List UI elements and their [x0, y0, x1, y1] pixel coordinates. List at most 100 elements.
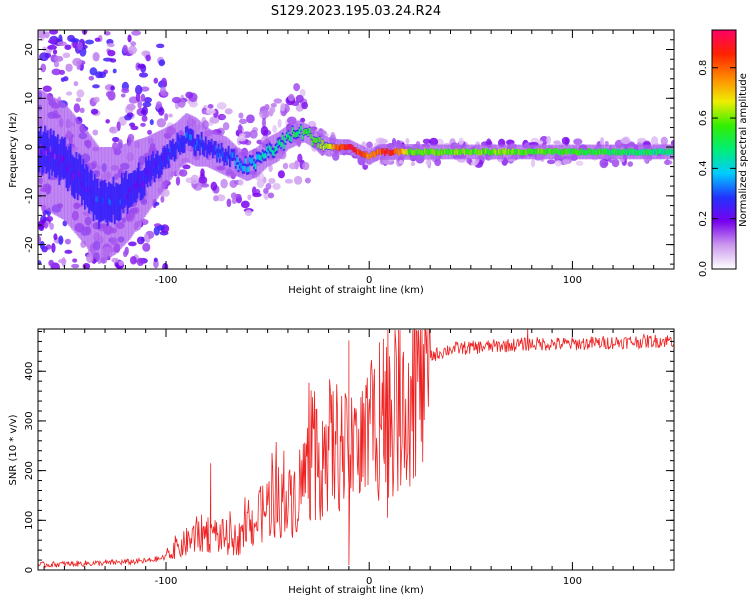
spectrogram-ridge-cell: [573, 148, 576, 155]
spectrogram-ridge-cell: [590, 149, 593, 156]
spectrogram-ridge-cell: [187, 134, 191, 141]
spectrogram-ridge-cell: [159, 163, 162, 169]
spectrogram-ridge-cell: [230, 152, 233, 158]
spectrogram-noise-cell: [189, 100, 198, 108]
spectrogram-noise-cell: [175, 176, 181, 186]
colorbar-tick-label: 0.4: [698, 160, 709, 176]
spectrogram-ridge-cell: [476, 149, 479, 156]
spectrogram-ridge-cell: [394, 148, 397, 154]
spectrogram-ridge-cell: [330, 143, 333, 150]
spectrogram-ridge-cell: [46, 148, 50, 154]
spectrogram-ridge-cell: [88, 190, 91, 196]
spectrogram-ridge-cell: [194, 145, 198, 151]
spectrogram-ridge-cell: [197, 140, 201, 146]
spectrogram-noise-cell: [38, 235, 42, 245]
spectrogram-ridge-cell: [79, 173, 83, 179]
spectrogram-ridge-cell: [102, 198, 105, 204]
spectrogram-noise-cell: [237, 124, 243, 134]
spectrogram-ridge-cell: [413, 149, 417, 156]
spectrogram-ridge-cell: [167, 155, 171, 161]
spectrogram-noise-cell: [378, 138, 388, 145]
spectrogram-y-tick-label: -20: [24, 236, 35, 252]
spectrogram-ridge-cell: [593, 149, 596, 155]
spectrogram-ridge-cell: [122, 192, 125, 199]
spectrogram-ridge-cell: [150, 164, 154, 170]
spectrogram-ridge-cell: [365, 151, 368, 158]
snr-panel: -100 0 100 0 100 200 300 400 Height of straigh…: [8, 328, 675, 596]
spectrogram-ridge-cell: [140, 182, 144, 189]
spectrogram-noise-cell: [273, 98, 283, 104]
spectrogram-ridge-cell: [274, 146, 277, 152]
spectrogram-ridge-cell: [419, 149, 423, 156]
spectrogram-noise-cell: [249, 129, 258, 139]
spectrogram-noise-cell: [268, 177, 276, 184]
spectrogram-ridge-cell: [517, 148, 521, 155]
spectrogram-ridge-cell: [617, 148, 620, 155]
spectrogram-ridge-cell: [58, 161, 61, 168]
spectrogram-noise-cell: [620, 137, 631, 145]
spectrogram-ridge-cell: [165, 155, 168, 162]
spectrogram-ridge-cell: [610, 150, 613, 156]
spectrogram-ridge-cell: [546, 148, 549, 154]
spectrogram-ridge-cell: [61, 154, 64, 160]
spectrogram-ridge-cell: [78, 171, 81, 177]
spectrogram-ridge-cell: [645, 150, 649, 156]
spectrogram-ridge-cell: [661, 149, 664, 155]
spectrogram-ridge-cell: [513, 149, 516, 156]
spectrogram-noise-cell: [267, 192, 275, 199]
spectrogram-noise-cell: [561, 136, 570, 145]
spectrogram-ridge-cell: [500, 150, 504, 156]
spectrogram-ridge-cell: [49, 146, 53, 152]
spectrogram-ridge-cell: [268, 145, 272, 151]
spectrogram-noise-cell: [205, 108, 216, 115]
spectrogram-ridge-cell: [537, 148, 541, 154]
spectrogram-noise-cell: [213, 195, 219, 202]
spectrogram-noise-cell: [226, 198, 232, 208]
spectrogram-ridge-cell: [99, 199, 102, 205]
spectrogram-ridge-cell: [489, 149, 492, 155]
spectrogram-ridge-cell: [574, 148, 578, 154]
spectrogram-ridge-cell: [527, 148, 531, 154]
spectrogram-ridge-cell: [123, 187, 127, 193]
spectrogram-noise-cell: [231, 197, 238, 204]
spectrogram-noise-cell: [92, 84, 100, 89]
spectrogram-ridge-cell: [412, 150, 415, 156]
spectrogram-ridge-cell: [285, 133, 289, 140]
spectrogram-noise-cell: [200, 183, 210, 188]
spectrogram-ridge-cell: [56, 152, 60, 158]
spectrogram-ridge-cell: [271, 150, 275, 156]
spectrogram-ridge-cell: [406, 150, 410, 156]
spectrogram-ridge-cell: [396, 148, 400, 154]
spectrogram-ridge-cell: [516, 148, 519, 155]
spectrogram-ridge-cell: [160, 161, 164, 167]
spectrogram-ridge-cell: [321, 139, 324, 145]
spectrogram-ridge-cell: [499, 149, 502, 155]
spectrogram-ridge-cell: [83, 186, 87, 192]
spectrogram-noise-cell: [64, 249, 73, 254]
snr-y-tick-label: 300: [24, 411, 35, 430]
spectrogram-noise-cell: [429, 137, 439, 147]
spectrogram-ridge-cell: [110, 200, 114, 207]
spectrogram-ridge-cell: [302, 129, 306, 135]
spectrogram-noise-cell: [130, 41, 137, 47]
spectrogram-ridge-cell: [483, 150, 487, 156]
colorbar-label: Normalized spectral amplitude: [738, 73, 749, 227]
spectrogram-ridge-cell: [193, 144, 196, 150]
spectrogram-y-tick-label: 0: [24, 144, 35, 150]
spectrogram-noise-cell: [52, 49, 58, 55]
spectrogram-noise-cell: [42, 85, 52, 93]
spectrogram-ridge-cell: [576, 149, 579, 156]
spectrogram-ridge-cell: [625, 150, 629, 156]
spectrogram-ridge-cell: [312, 136, 316, 143]
spectrogram-noise-cell: [157, 225, 165, 231]
spectrogram-noise-cell: [261, 118, 267, 128]
spectrogram-ridge-cell: [385, 148, 388, 154]
spectrogram-noise-cell: [236, 136, 247, 142]
spectrogram-ridge-cell: [620, 150, 623, 156]
spectrogram-ridge-cell: [301, 134, 304, 140]
spectrogram-ridge-cell: [108, 198, 111, 204]
spectrogram-ridge-cell: [428, 149, 431, 156]
spectrogram-noise-cell: [140, 86, 150, 92]
spectrogram-noise-cell: [252, 192, 262, 198]
spectrogram-noise-cell: [366, 141, 373, 149]
